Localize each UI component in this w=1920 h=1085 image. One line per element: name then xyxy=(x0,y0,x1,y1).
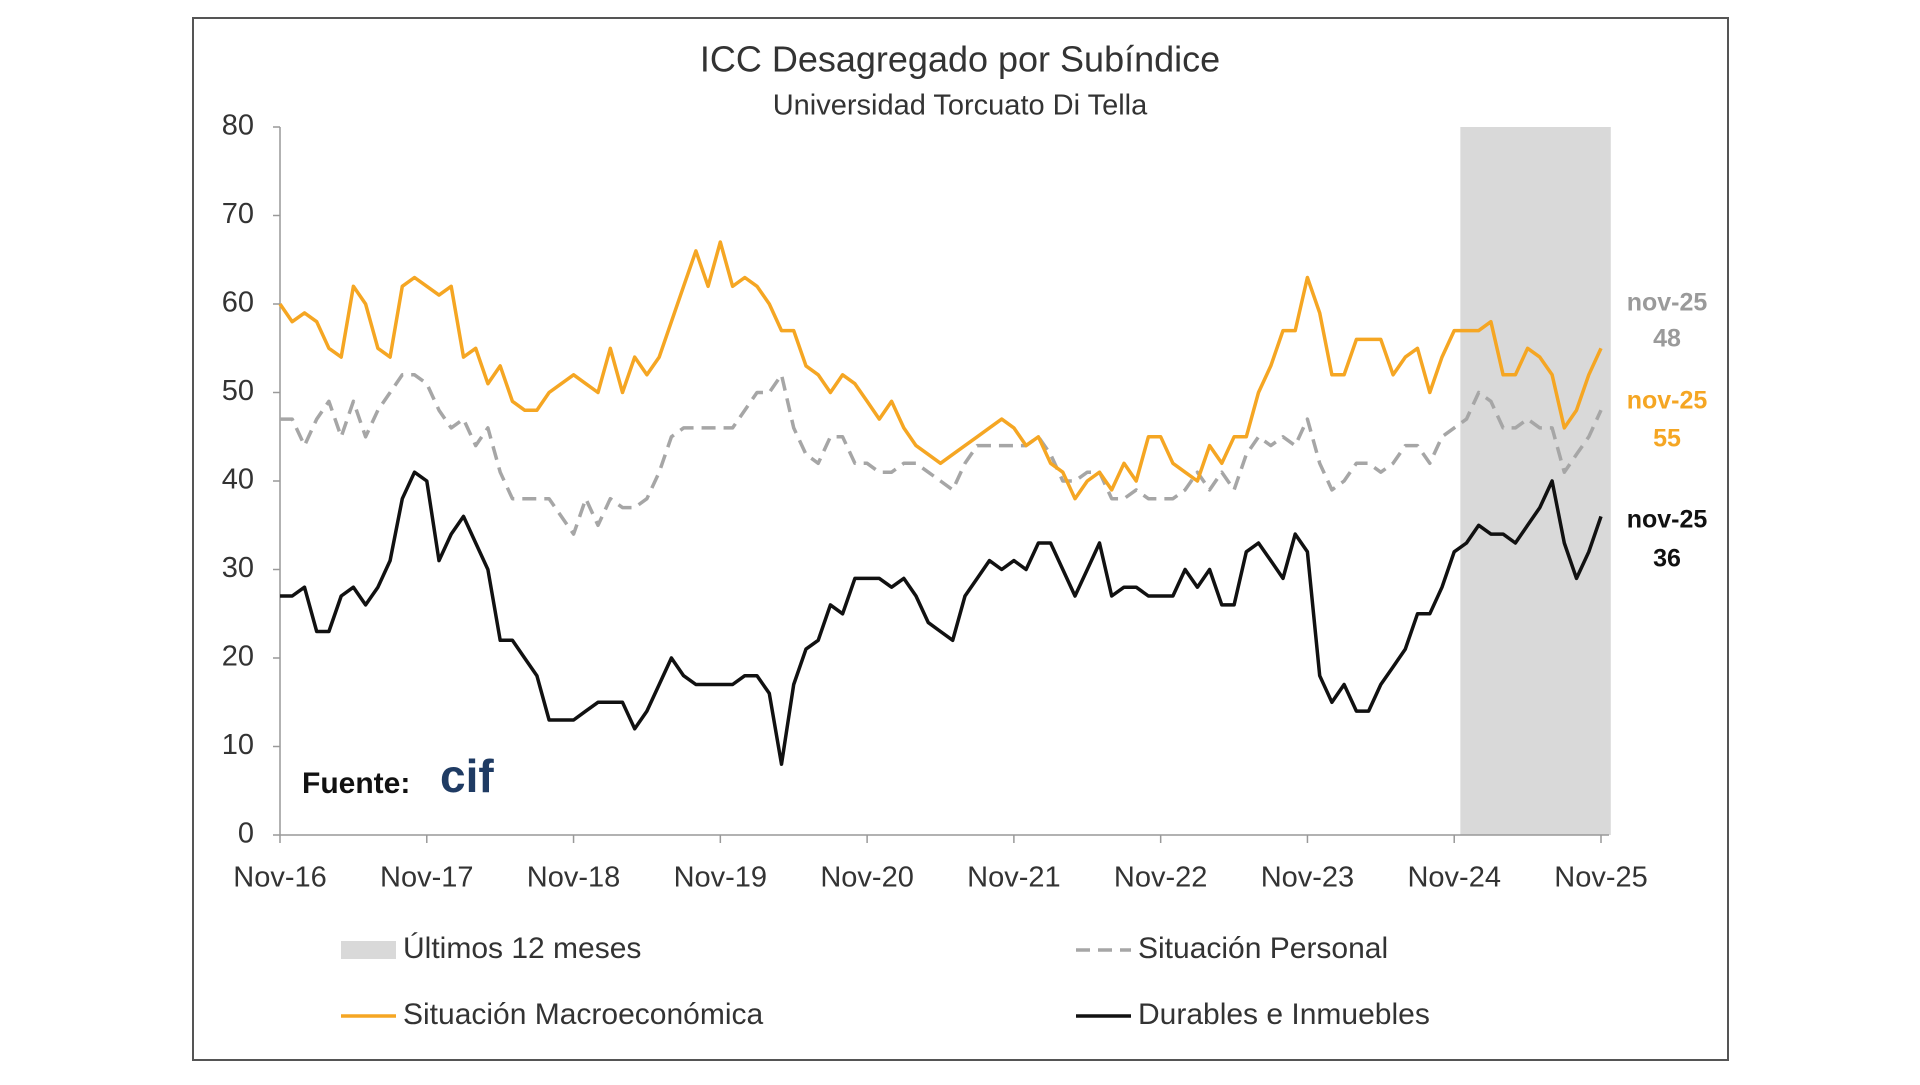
legend-swatch xyxy=(341,941,396,959)
x-tick-label: Nov-24 xyxy=(1407,862,1501,894)
x-tick-label: Nov-19 xyxy=(674,862,768,894)
x-tick-label: Nov-17 xyxy=(380,862,474,894)
legend-label: Situación Personal xyxy=(1138,932,1388,965)
series-line xyxy=(278,240,1603,501)
end-value-label: 48 xyxy=(1653,325,1681,353)
y-tick-label: 40 xyxy=(222,464,254,496)
y-tick-label: 70 xyxy=(222,198,254,230)
shaded-region xyxy=(1460,127,1611,835)
x-tick-label: Nov-18 xyxy=(527,862,621,894)
y-tick-label: 20 xyxy=(222,641,254,673)
end-label: nov-25 xyxy=(1627,289,1708,317)
x-tick-label: Nov-22 xyxy=(1114,862,1208,894)
chart-title: ICC Desagregado por Subíndice xyxy=(700,39,1220,80)
legend-label: Durables e Inmuebles xyxy=(1138,998,1430,1031)
y-tick-label: 80 xyxy=(222,110,254,142)
legend-label: Situación Macroeconómica xyxy=(403,998,763,1031)
chart-subtitle: Universidad Torcuato Di Tella xyxy=(773,90,1148,122)
y-tick-label: 0 xyxy=(238,818,254,850)
x-tick-label: Nov-21 xyxy=(967,862,1061,894)
end-value-label: 36 xyxy=(1653,545,1681,573)
legend-label: Últimos 12 meses xyxy=(403,932,641,965)
series-line xyxy=(280,373,1603,536)
x-tick-label: Nov-25 xyxy=(1554,862,1648,894)
source-logo: cif xyxy=(440,750,494,802)
y-tick-label: 10 xyxy=(222,729,254,761)
x-tick-label: Nov-16 xyxy=(233,862,327,894)
y-tick-label: 30 xyxy=(222,552,254,584)
y-tick-label: 60 xyxy=(222,287,254,319)
x-tick-label: Nov-23 xyxy=(1261,862,1355,894)
end-value-label: 55 xyxy=(1653,425,1681,453)
y-tick-label: 50 xyxy=(222,375,254,407)
x-tick-label: Nov-20 xyxy=(820,862,914,894)
end-label: nov-25 xyxy=(1627,387,1708,415)
source-label: Fuente: xyxy=(302,767,410,800)
series-line xyxy=(280,470,1603,766)
end-label: nov-25 xyxy=(1627,506,1708,534)
